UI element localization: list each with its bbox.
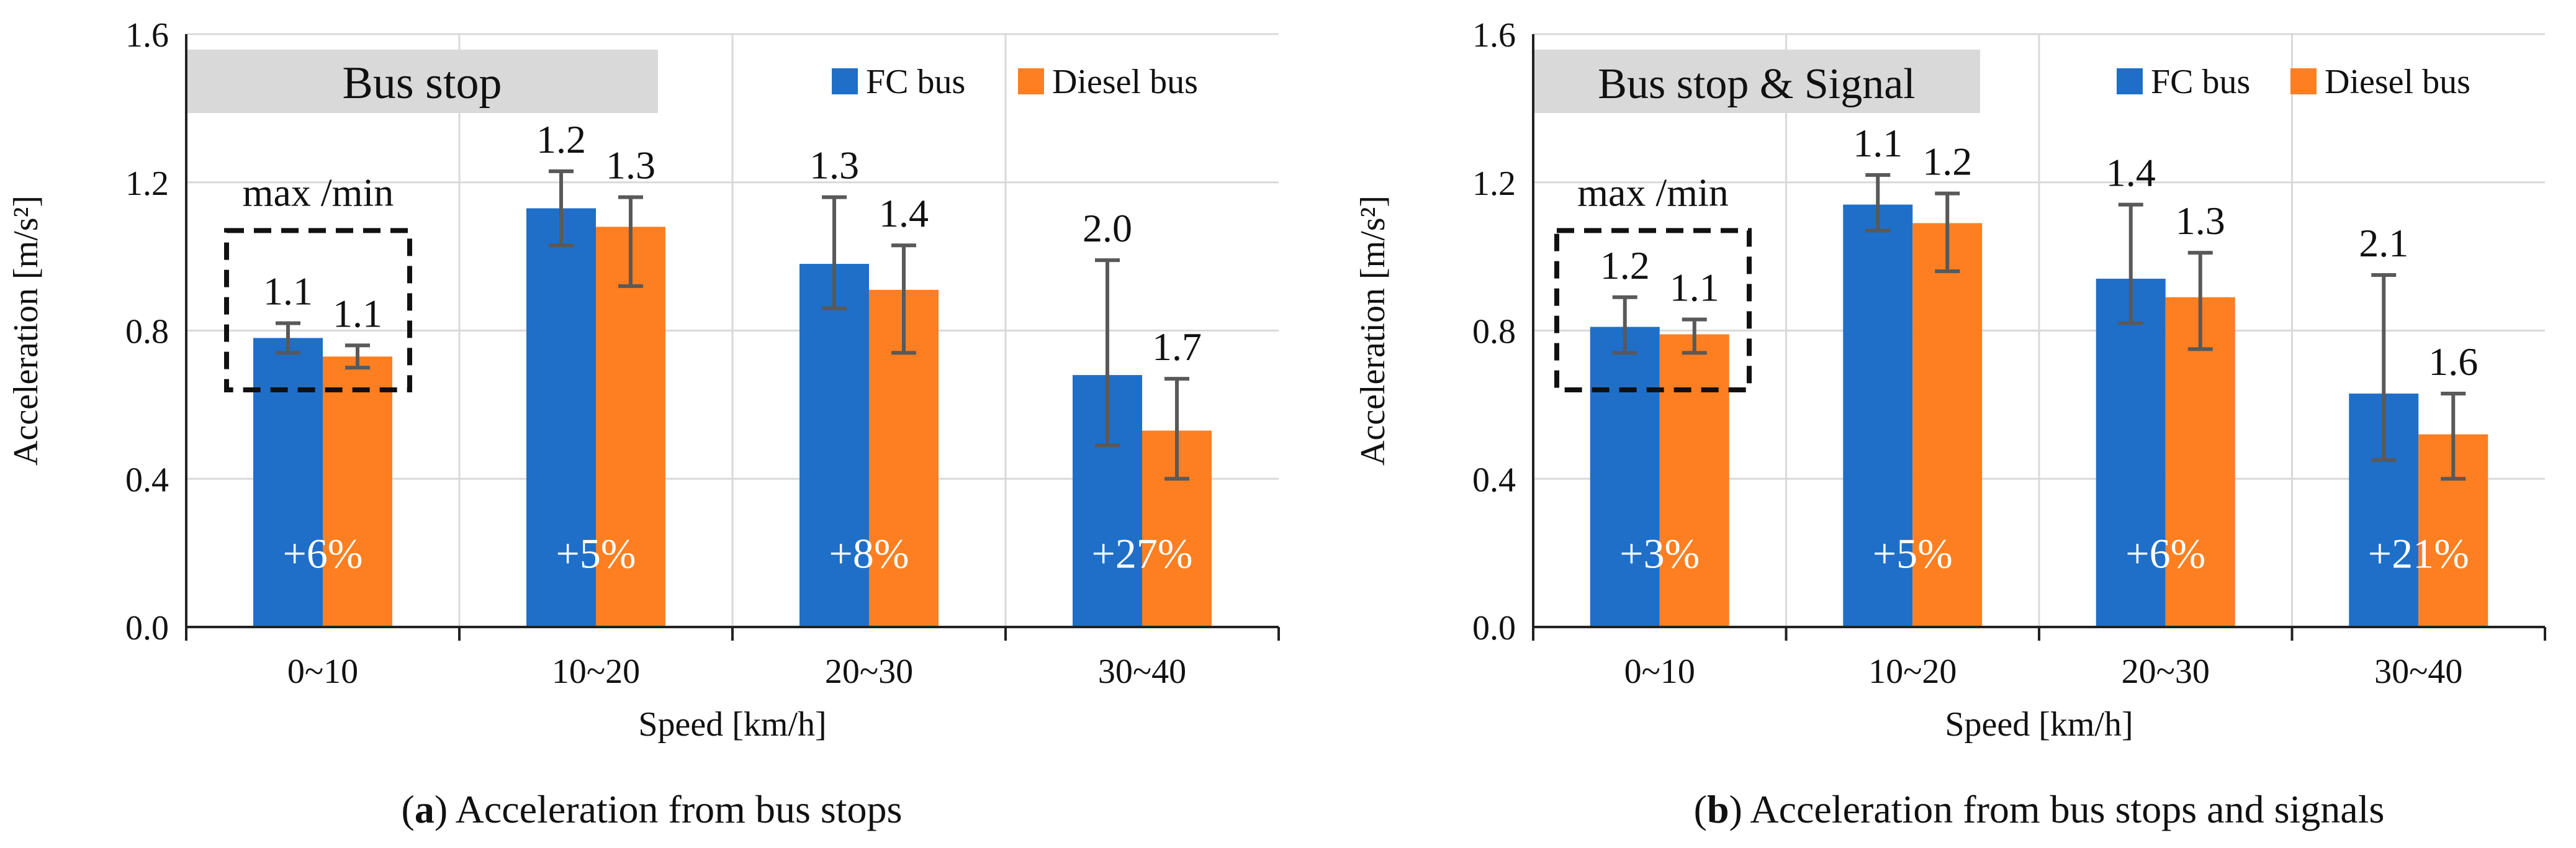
x-tick-label: 10~20 xyxy=(552,652,640,691)
diff-label: +21% xyxy=(2368,530,2469,577)
ratio-label: 1.1 xyxy=(333,291,382,335)
diff-label: +6% xyxy=(2125,530,2205,577)
legend-swatch-diesel-bus xyxy=(2290,68,2317,94)
ratio-label: 1.6 xyxy=(2428,340,2478,384)
legend-label-fc-bus: FC bus xyxy=(2151,63,2250,101)
caption-close-paren: ) xyxy=(1729,787,1750,831)
caption-close-paren: ) xyxy=(435,787,456,831)
x-axis-title: Speed [km/h] xyxy=(1945,705,2133,744)
caption-open-paren: ( xyxy=(402,787,415,831)
caption-panel-letter: a xyxy=(415,787,435,831)
diff-label: +27% xyxy=(1092,530,1193,577)
legend-swatch-fc-bus xyxy=(832,68,858,94)
ratio-label: 1.4 xyxy=(2106,151,2156,195)
ratio-label: 1.2 xyxy=(536,117,586,161)
legend-label-diesel-bus: Diesel bus xyxy=(1052,63,1198,101)
ratio-label: 1.7 xyxy=(1152,325,1202,369)
bar-fc-bus xyxy=(1590,327,1660,627)
chart-tag: Bus stop xyxy=(342,58,502,109)
panel-caption: (a) Acceleration from bus stops xyxy=(402,787,903,831)
ratio-label: 1.3 xyxy=(2176,199,2225,243)
bar-diesel-bus xyxy=(323,356,392,627)
diff-label: +5% xyxy=(556,530,636,577)
y-tick-label: 1.6 xyxy=(1472,16,1516,55)
legend-label-diesel-bus: Diesel bus xyxy=(2325,63,2470,101)
ratio-label: 1.1 xyxy=(1670,266,1719,310)
panel-caption: (b) Acceleration from bus stops and sign… xyxy=(1694,787,2385,831)
caption-panel-letter: b xyxy=(1707,787,1729,831)
y-tick-label: 0.0 xyxy=(125,609,169,647)
chart-panel-a: 0.0 0.4 0.8 1.2 1.6 Bus stop FC bus Diesel bus 1… xyxy=(7,16,1280,831)
caption-open-paren: ( xyxy=(1694,787,1707,831)
y-tick-label: 1.6 xyxy=(125,16,169,55)
x-tick-label: 30~40 xyxy=(1098,652,1186,691)
chart-tag-box xyxy=(186,50,658,113)
ratio-label: 1.1 xyxy=(1853,121,1903,165)
bar-diesel-bus xyxy=(2165,297,2235,627)
ratio-label: 2.1 xyxy=(2359,221,2408,265)
y-tick-label: 0.0 xyxy=(1472,609,1516,647)
chart-tag-box xyxy=(1533,50,1980,113)
diff-label: +8% xyxy=(829,530,909,577)
x-tick-label: 20~30 xyxy=(2122,652,2210,691)
bar-fc-bus xyxy=(799,264,869,627)
highlight-box xyxy=(224,228,412,392)
legend-label-fc-bus: FC bus xyxy=(866,63,965,101)
legend-swatch-fc-bus xyxy=(2117,68,2143,94)
y-tick-label: 0.4 xyxy=(1472,461,1516,499)
diff-label: +3% xyxy=(1619,530,1700,577)
caption-text: Acceleration from bus stops xyxy=(456,787,903,831)
highlight-box xyxy=(1554,228,1752,392)
bar-diesel-bus xyxy=(1912,223,1983,627)
y-axis-title: Acceleration [m/s²] xyxy=(1354,196,1392,466)
bar-fc-bus xyxy=(2096,278,2166,627)
legend-swatch-diesel-bus xyxy=(1018,68,1044,94)
bar-diesel-bus xyxy=(1659,334,1729,627)
bar-diesel-bus xyxy=(596,227,665,627)
caption-text: Acceleration from bus stops and signals xyxy=(1750,787,2384,831)
ratio-label: 1.4 xyxy=(879,191,929,235)
bar-fc-bus xyxy=(253,338,323,627)
bar-fc-bus xyxy=(526,208,596,627)
ratio-label: 1.1 xyxy=(263,269,313,313)
max-min-annotation: max /min xyxy=(243,170,394,214)
ratio-label: 1.2 xyxy=(1600,243,1650,287)
y-tick-label: 0.8 xyxy=(125,313,169,351)
x-tick-label: 30~40 xyxy=(2374,652,2462,691)
x-axis-title: Speed [km/h] xyxy=(638,705,826,744)
max-min-annotation: max /min xyxy=(1577,170,1729,214)
x-tick-label: 0~10 xyxy=(287,652,358,691)
ratio-label: 2.0 xyxy=(1083,206,1132,250)
ratio-label: 1.3 xyxy=(809,143,859,187)
bar-fc-bus xyxy=(1843,204,1913,627)
diff-label: +6% xyxy=(283,530,363,577)
y-tick-label: 0.8 xyxy=(1472,313,1516,351)
diff-label: +5% xyxy=(1873,530,1953,577)
x-tick-label: 0~10 xyxy=(1624,652,1695,691)
ratio-label: 1.3 xyxy=(606,143,655,187)
x-tick-label: 10~20 xyxy=(1868,652,1957,691)
y-tick-label: 0.4 xyxy=(125,461,169,499)
y-axis-title: Acceleration [m/s²] xyxy=(7,196,45,466)
y-tick-label: 1.2 xyxy=(125,165,169,203)
x-tick-label: 20~30 xyxy=(825,652,913,691)
y-tick-label: 1.2 xyxy=(1472,165,1516,203)
chart-tag: Bus stop & Signal xyxy=(1598,60,1915,108)
ratio-label: 1.2 xyxy=(1922,140,1972,184)
chart-panel-b: 0.0 0.4 0.8 1.2 1.6 Bus stop & Signal FC bus Di… xyxy=(1354,16,2546,831)
